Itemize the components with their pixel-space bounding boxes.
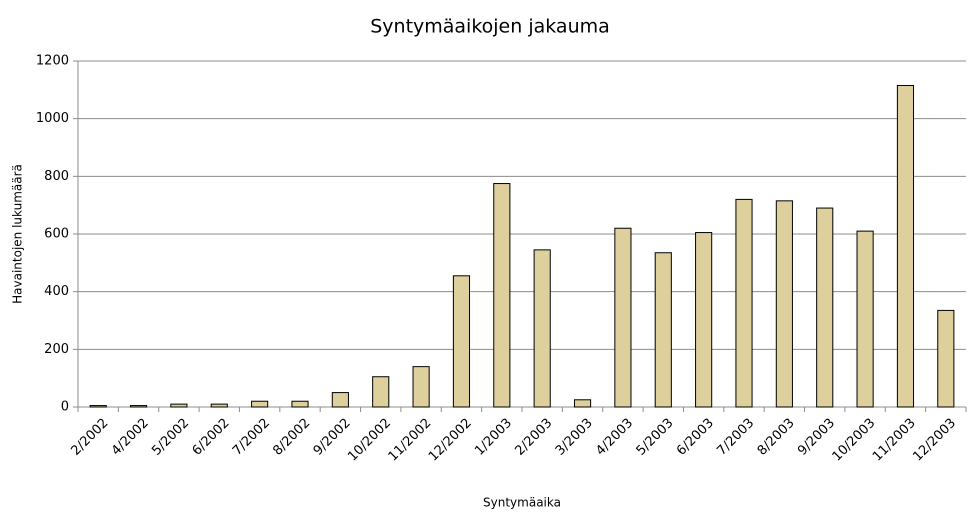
x-tick-label: 4/2003 <box>593 416 636 459</box>
x-tick-label: 3/2003 <box>553 416 596 459</box>
x-axis-label: Syntymäaika <box>483 496 561 510</box>
bar <box>896 85 915 408</box>
bar <box>654 252 672 408</box>
x-tick-label: 5/2003 <box>634 416 677 459</box>
bar <box>614 227 632 408</box>
x-tick-label: 12/2002 <box>426 416 475 465</box>
bar <box>856 230 874 408</box>
x-tick-label: 8/2002 <box>270 416 313 459</box>
bar <box>210 403 228 408</box>
bar <box>291 400 309 408</box>
bar <box>89 405 107 408</box>
x-tick-label: 7/2002 <box>230 416 273 459</box>
x-tick-label: 5/2002 <box>149 416 192 459</box>
y-tick-label: 1000 <box>36 111 69 126</box>
bar <box>452 275 471 408</box>
x-tick-label: 1/2003 <box>472 416 515 459</box>
x-tick-label: 2/2003 <box>513 416 556 459</box>
bar <box>816 207 834 408</box>
x-tick-label: 12/2003 <box>910 416 959 465</box>
bar <box>695 232 713 408</box>
bar <box>251 400 269 408</box>
x-tick-label: 6/2003 <box>674 416 717 459</box>
y-tick-label: 0 <box>61 400 69 415</box>
x-tick-label: 11/2003 <box>870 416 919 465</box>
x-tick-label: 4/2002 <box>109 416 152 459</box>
bar <box>412 366 430 408</box>
x-tick-label: 8/2003 <box>755 416 798 459</box>
bar <box>533 249 551 408</box>
y-tick-label: 1200 <box>36 54 69 69</box>
x-tick-label: 2/2002 <box>69 416 112 459</box>
y-tick-label: 800 <box>44 169 69 184</box>
y-tick-label: 600 <box>44 227 69 242</box>
x-tick-label: 11/2002 <box>386 416 435 465</box>
x-tick-label: 6/2002 <box>190 416 233 459</box>
y-axis-label: Havaintojen lukumäärä <box>11 164 25 304</box>
x-tick-label: 10/2003 <box>830 416 879 465</box>
bar <box>775 200 793 408</box>
bar <box>573 399 592 408</box>
bar <box>735 198 753 408</box>
y-tick-label: 200 <box>44 342 69 357</box>
bar <box>493 183 511 408</box>
x-tick-label: 10/2002 <box>345 416 394 465</box>
bar <box>937 309 955 408</box>
bar <box>372 376 390 408</box>
chart-title: Syntymäaikojen jakauma <box>370 16 610 38</box>
x-tick-label: 7/2003 <box>714 416 757 459</box>
y-tick-label: 400 <box>44 284 69 299</box>
bar <box>129 405 148 408</box>
bar <box>170 403 188 408</box>
bar <box>331 392 349 408</box>
